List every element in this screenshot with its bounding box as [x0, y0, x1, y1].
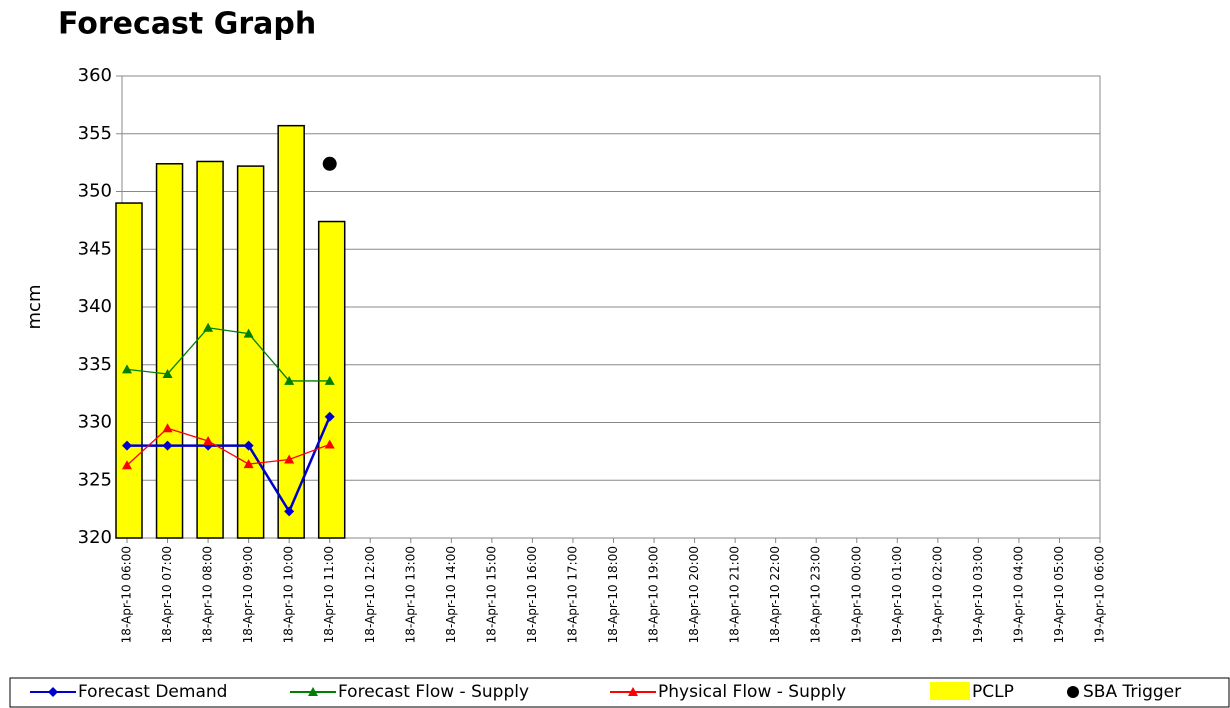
x-tick-label: 19-Apr-10 01:00 [890, 546, 904, 643]
marker [122, 364, 132, 374]
x-tick-label: 19-Apr-10 03:00 [971, 546, 985, 643]
x-tick-label: 19-Apr-10 05:00 [1052, 546, 1066, 643]
legend-item: Forecast Demand [30, 682, 227, 702]
x-tick-label: 18-Apr-10 16:00 [525, 546, 539, 643]
point [322, 156, 337, 171]
x-tick-label: 19-Apr-10 02:00 [930, 546, 944, 643]
legend-label: Forecast Demand [78, 682, 227, 702]
marker [243, 459, 254, 469]
legend-swatch [930, 682, 970, 700]
x-tick-label: 18-Apr-10 06:00 [120, 546, 134, 643]
x-tick-label: 18-Apr-10 22:00 [768, 546, 782, 643]
marker [284, 375, 295, 385]
bar [277, 124, 305, 539]
marker [162, 440, 173, 451]
x-tick-label: 18-Apr-10 23:00 [809, 546, 823, 643]
y-tick-label: 320 [78, 527, 112, 548]
x-tick-label: 18-Apr-10 13:00 [403, 546, 417, 643]
x-tick-label: 18-Apr-10 10:00 [282, 546, 296, 643]
marker [308, 687, 318, 696]
legend-item: Forecast Flow - Supply [290, 682, 529, 702]
marker [162, 368, 173, 378]
marker [628, 687, 638, 696]
x-tick-label: 18-Apr-10 12:00 [363, 546, 377, 643]
marker [284, 506, 295, 517]
x-tick-label: 18-Apr-10 07:00 [160, 546, 174, 643]
chart-title: Forecast Graph [58, 7, 316, 42]
line [127, 416, 331, 515]
x-tick-label: 18-Apr-10 18:00 [606, 546, 620, 643]
x-tick-label: 18-Apr-10 15:00 [484, 546, 498, 643]
y-tick-label: 345 [78, 238, 112, 259]
x-tick-label: 18-Apr-10 14:00 [444, 546, 458, 643]
marker [324, 439, 335, 449]
marker [162, 423, 173, 433]
marker [243, 440, 254, 451]
y-tick-label: 360 [78, 65, 112, 86]
line [126, 327, 330, 382]
bar [155, 163, 184, 539]
legend-label: Physical Flow - Supply [658, 682, 846, 702]
y-tick-label: 355 [78, 123, 112, 144]
x-tick-label: 18-Apr-10 19:00 [647, 546, 661, 643]
y-tick-label: 335 [78, 354, 112, 375]
marker [122, 440, 132, 451]
legend-label: Forecast Flow - Supply [338, 682, 529, 702]
x-tick-label: 18-Apr-10 20:00 [687, 546, 701, 643]
legend-item: PCLP [930, 682, 1014, 702]
x-tick-label: 19-Apr-10 04:00 [1011, 546, 1025, 643]
marker [203, 435, 214, 445]
y-tick-label: 330 [78, 412, 112, 433]
y-tick-label: 325 [78, 469, 112, 490]
bar [236, 165, 265, 539]
marker [203, 322, 214, 332]
x-tick-label: 19-Apr-10 06:00 [1093, 546, 1107, 643]
legend-label: PCLP [972, 682, 1014, 702]
y-axis-label: mcm [24, 285, 45, 330]
y-tick-label: 350 [78, 181, 112, 202]
x-tick-label: 18-Apr-10 08:00 [201, 546, 215, 643]
marker [243, 328, 254, 338]
marker [122, 460, 132, 470]
legend-dot [1067, 686, 1079, 698]
x-tick-label: 18-Apr-10 17:00 [565, 546, 579, 643]
marker [324, 411, 335, 422]
marker [324, 375, 335, 385]
legend-item: Physical Flow - Supply [610, 682, 846, 702]
x-tick-label: 18-Apr-10 21:00 [728, 546, 742, 643]
marker [284, 454, 295, 464]
y-tick-label: 340 [78, 296, 112, 317]
line [126, 427, 330, 466]
x-tick-label: 18-Apr-10 11:00 [322, 546, 336, 643]
marker [48, 687, 58, 697]
bar [196, 160, 224, 539]
x-tick-label: 18-Apr-10 09:00 [241, 546, 255, 643]
legend-item: SBA Trigger [1067, 682, 1181, 702]
x-tick-label: 19-Apr-10 00:00 [849, 546, 863, 643]
legend-box [9, 677, 1230, 708]
legend-label: SBA Trigger [1083, 682, 1181, 702]
